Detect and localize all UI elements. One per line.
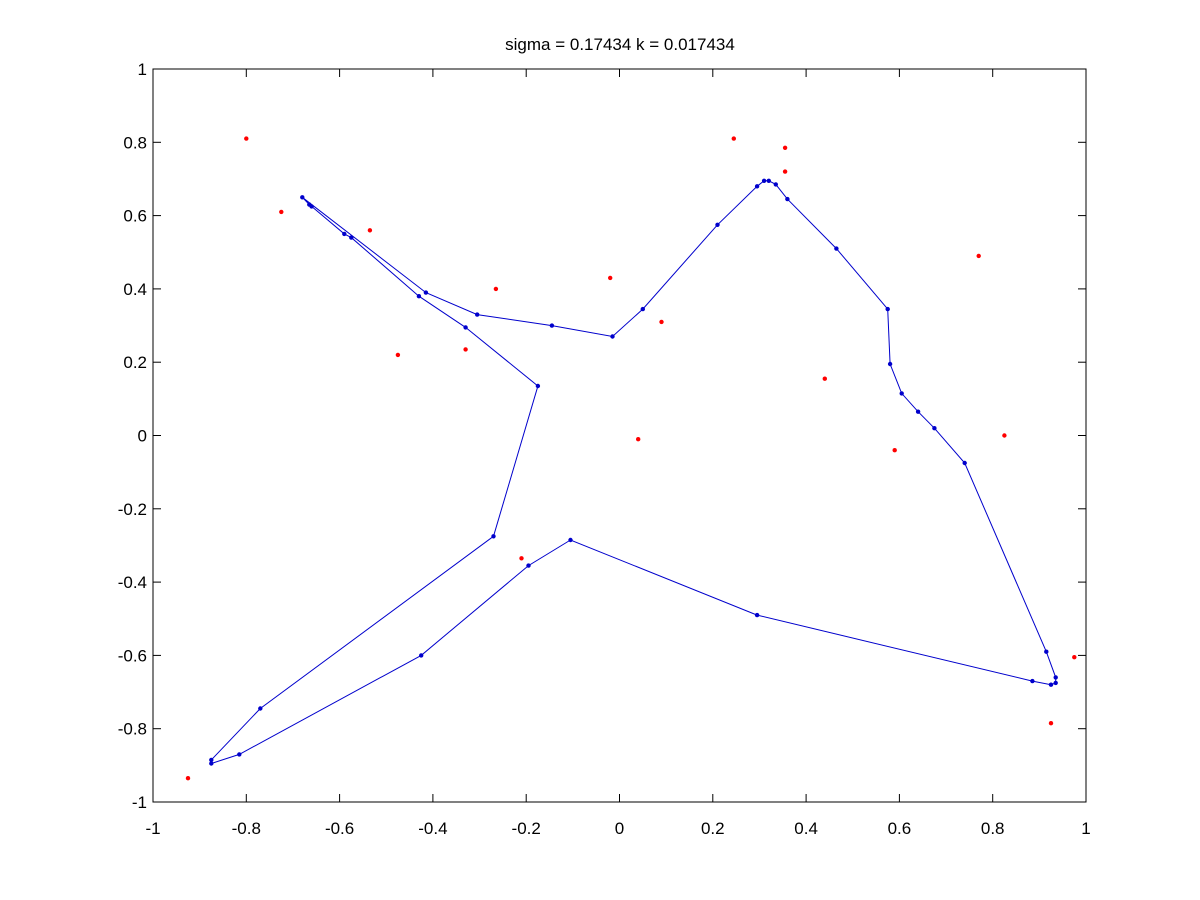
- y-axis-tick-labels: -1 -0.8 -0.6 -0.4 -0.2 0 0.2 0.4 0.6 0.8 1: [118, 60, 147, 812]
- curve-point: [766, 178, 771, 183]
- data-point: [1072, 655, 1077, 660]
- curve-point: [463, 325, 468, 330]
- curve-point: [773, 182, 778, 187]
- curve-point: [549, 323, 555, 328]
- curve-point: [342, 231, 347, 237]
- curve-point: [899, 391, 904, 396]
- data-point: [976, 253, 981, 259]
- y-tick-label: 1: [138, 60, 147, 79]
- curve-point: [885, 306, 890, 312]
- y-tick-label: 0.6: [123, 207, 147, 226]
- data-point: [731, 136, 736, 141]
- data-point: [519, 556, 524, 561]
- data-point: [822, 376, 827, 381]
- curve-point: [610, 334, 615, 339]
- x-tick-label: 0.4: [794, 819, 818, 838]
- curve-point: [349, 235, 354, 240]
- series-layer: [185, 136, 1077, 781]
- data-point: [659, 319, 664, 325]
- curve-point: [932, 426, 937, 431]
- curve-point: [1053, 680, 1058, 686]
- curve-point: [423, 290, 429, 295]
- curve-point: [491, 534, 496, 539]
- y-tick-label: -1: [132, 793, 147, 812]
- data-point: [493, 286, 499, 292]
- axis-ticks: [152, 68, 1087, 803]
- curve-point: [526, 563, 531, 568]
- curve-point: [761, 178, 767, 183]
- x-tick-label: 1: [1081, 819, 1090, 838]
- x-tick-label: 0: [615, 819, 624, 838]
- curve-point: [300, 195, 305, 200]
- data-point: [636, 437, 641, 442]
- curve-point: [535, 383, 541, 389]
- curve-point: [568, 537, 573, 543]
- curve-point: [1048, 682, 1054, 687]
- curve-point: [754, 184, 760, 189]
- curve-point: [258, 706, 263, 711]
- curve-point: [915, 409, 921, 414]
- plot-axes-box: [152, 68, 1087, 803]
- y-tick-label: -0.4: [118, 573, 147, 592]
- x-axis-tick-labels: -1 -0.8 -0.6 -0.4 -0.2 0 0.2 0.4 0.6 0.8 1: [145, 819, 1090, 838]
- y-tick-label: -0.2: [118, 500, 147, 519]
- x-tick-label: -0.8: [232, 819, 261, 838]
- data-point: [244, 136, 249, 141]
- curve-point: [475, 312, 480, 317]
- data-point: [892, 448, 897, 453]
- x-tick-label: -0.4: [418, 819, 447, 838]
- curve-point: [419, 653, 424, 658]
- curve-point: [754, 612, 760, 618]
- data-point: [782, 169, 788, 174]
- data-point: [1048, 721, 1054, 726]
- y-tick-label: 0: [138, 427, 147, 446]
- chart-title: sigma = 0.17434 k = 0.017434: [505, 35, 735, 54]
- data-point: [1002, 433, 1007, 438]
- curve-point: [209, 757, 214, 763]
- data-point: [185, 776, 191, 781]
- data-point: [395, 352, 401, 358]
- data-point: [782, 145, 788, 150]
- curve-point: [962, 460, 967, 466]
- y-tick-label: 0.8: [123, 133, 147, 152]
- point-series: [185, 136, 1077, 781]
- curve-point: [1044, 649, 1049, 654]
- data-point: [279, 209, 284, 215]
- x-tick-label: 0.6: [888, 819, 912, 838]
- x-tick-label: -0.6: [325, 819, 354, 838]
- curve-point: [209, 761, 214, 766]
- curve-point: [237, 752, 242, 757]
- y-tick-label: -0.6: [118, 646, 147, 665]
- curve-point: [416, 294, 422, 299]
- curve-point: [887, 361, 893, 367]
- curve-point: [785, 196, 790, 202]
- curve-point: [1053, 675, 1058, 680]
- data-point: [608, 275, 613, 281]
- x-tick-label: -1: [145, 819, 160, 838]
- curve-point: [640, 306, 645, 312]
- curve-point: [834, 246, 839, 251]
- x-tick-label: -0.2: [512, 819, 541, 838]
- data-point: [367, 228, 373, 233]
- x-tick-label: 0.2: [701, 819, 725, 838]
- y-tick-label: -0.8: [118, 720, 147, 739]
- x-tick-label: 0.8: [981, 819, 1005, 838]
- curve-point: [309, 204, 314, 209]
- y-tick-label: 0.2: [123, 353, 147, 372]
- data-point: [463, 347, 468, 352]
- curve-series: [209, 178, 1058, 766]
- curve-point: [715, 222, 720, 227]
- y-tick-label: 0.4: [123, 280, 147, 299]
- curve-point: [1030, 678, 1035, 684]
